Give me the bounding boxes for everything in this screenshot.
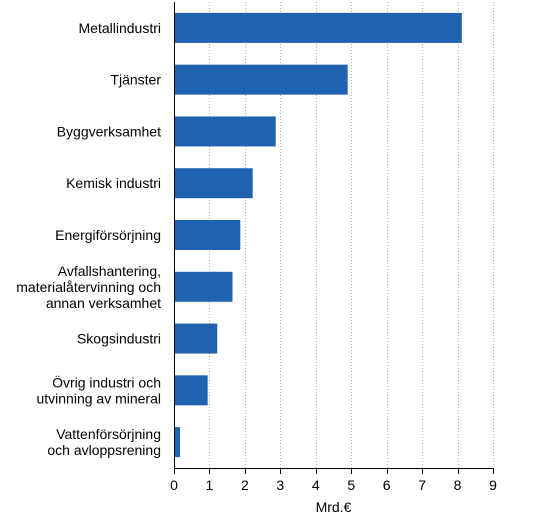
category-label-line: Övrig industri och	[52, 373, 161, 390]
x-tick-label: 6	[383, 477, 391, 493]
bar	[174, 168, 253, 199]
bar	[174, 375, 208, 406]
bar	[174, 323, 218, 354]
x-tick-label: 5	[347, 477, 355, 493]
bar	[174, 220, 241, 250]
x-tick-label: 9	[489, 477, 497, 493]
x-axis-title: Mrd.€	[316, 499, 352, 515]
bar	[174, 427, 181, 458]
bars	[174, 12, 462, 458]
category-labels: Metallindustri Tjänster Byggverksamhet Kemi…	[16, 20, 161, 458]
category-label-line: annan verksamhet	[46, 295, 161, 311]
category-label-line: Skogsindustri	[77, 331, 161, 347]
x-tick-label: 1	[206, 477, 214, 493]
bar	[174, 271, 233, 302]
category-label-line: Metallindustri	[79, 20, 161, 36]
x-tick-label: 7	[418, 477, 426, 493]
bar	[174, 64, 348, 95]
category-label: Övrig industri och utvinning av mineral	[36, 373, 161, 406]
category-label-line: och avloppsrening	[47, 442, 161, 458]
category-label-line: Vattenförsörjning	[56, 426, 161, 442]
category-label: Byggverksamhet	[57, 123, 161, 139]
category-label-line: Tjänster	[110, 72, 161, 88]
category-label-line: Kemisk industri	[66, 175, 161, 191]
category-label-line: Avfallshantering,	[58, 263, 161, 279]
category-label-line: Energiförsörjning	[55, 227, 161, 243]
x-tick-label: 2	[241, 477, 249, 493]
category-label: Vattenförsörjning och avloppsrening	[47, 426, 161, 458]
category-label: Avfallshantering, materialåtervinning och…	[16, 263, 161, 311]
bar	[174, 116, 276, 147]
category-label: Energiförsörjning	[55, 227, 161, 243]
x-tick-label: 8	[454, 477, 462, 493]
x-axis: 0 1 2 3 4 5 6 7 8 9	[170, 2, 497, 493]
bar	[174, 12, 462, 43]
category-label: Tjänster	[110, 72, 161, 88]
category-label: Skogsindustri	[77, 331, 161, 347]
category-label-line: Byggverksamhet	[57, 123, 161, 139]
category-label-line: utvinning av mineral	[36, 390, 161, 406]
category-label-line: materialåtervinning och	[16, 279, 161, 295]
category-label: Metallindustri	[79, 20, 161, 36]
category-label: Kemisk industri	[66, 175, 161, 191]
x-tick-label: 0	[170, 477, 178, 493]
x-tick-label: 4	[312, 477, 320, 493]
x-tick-label: 3	[276, 477, 284, 493]
